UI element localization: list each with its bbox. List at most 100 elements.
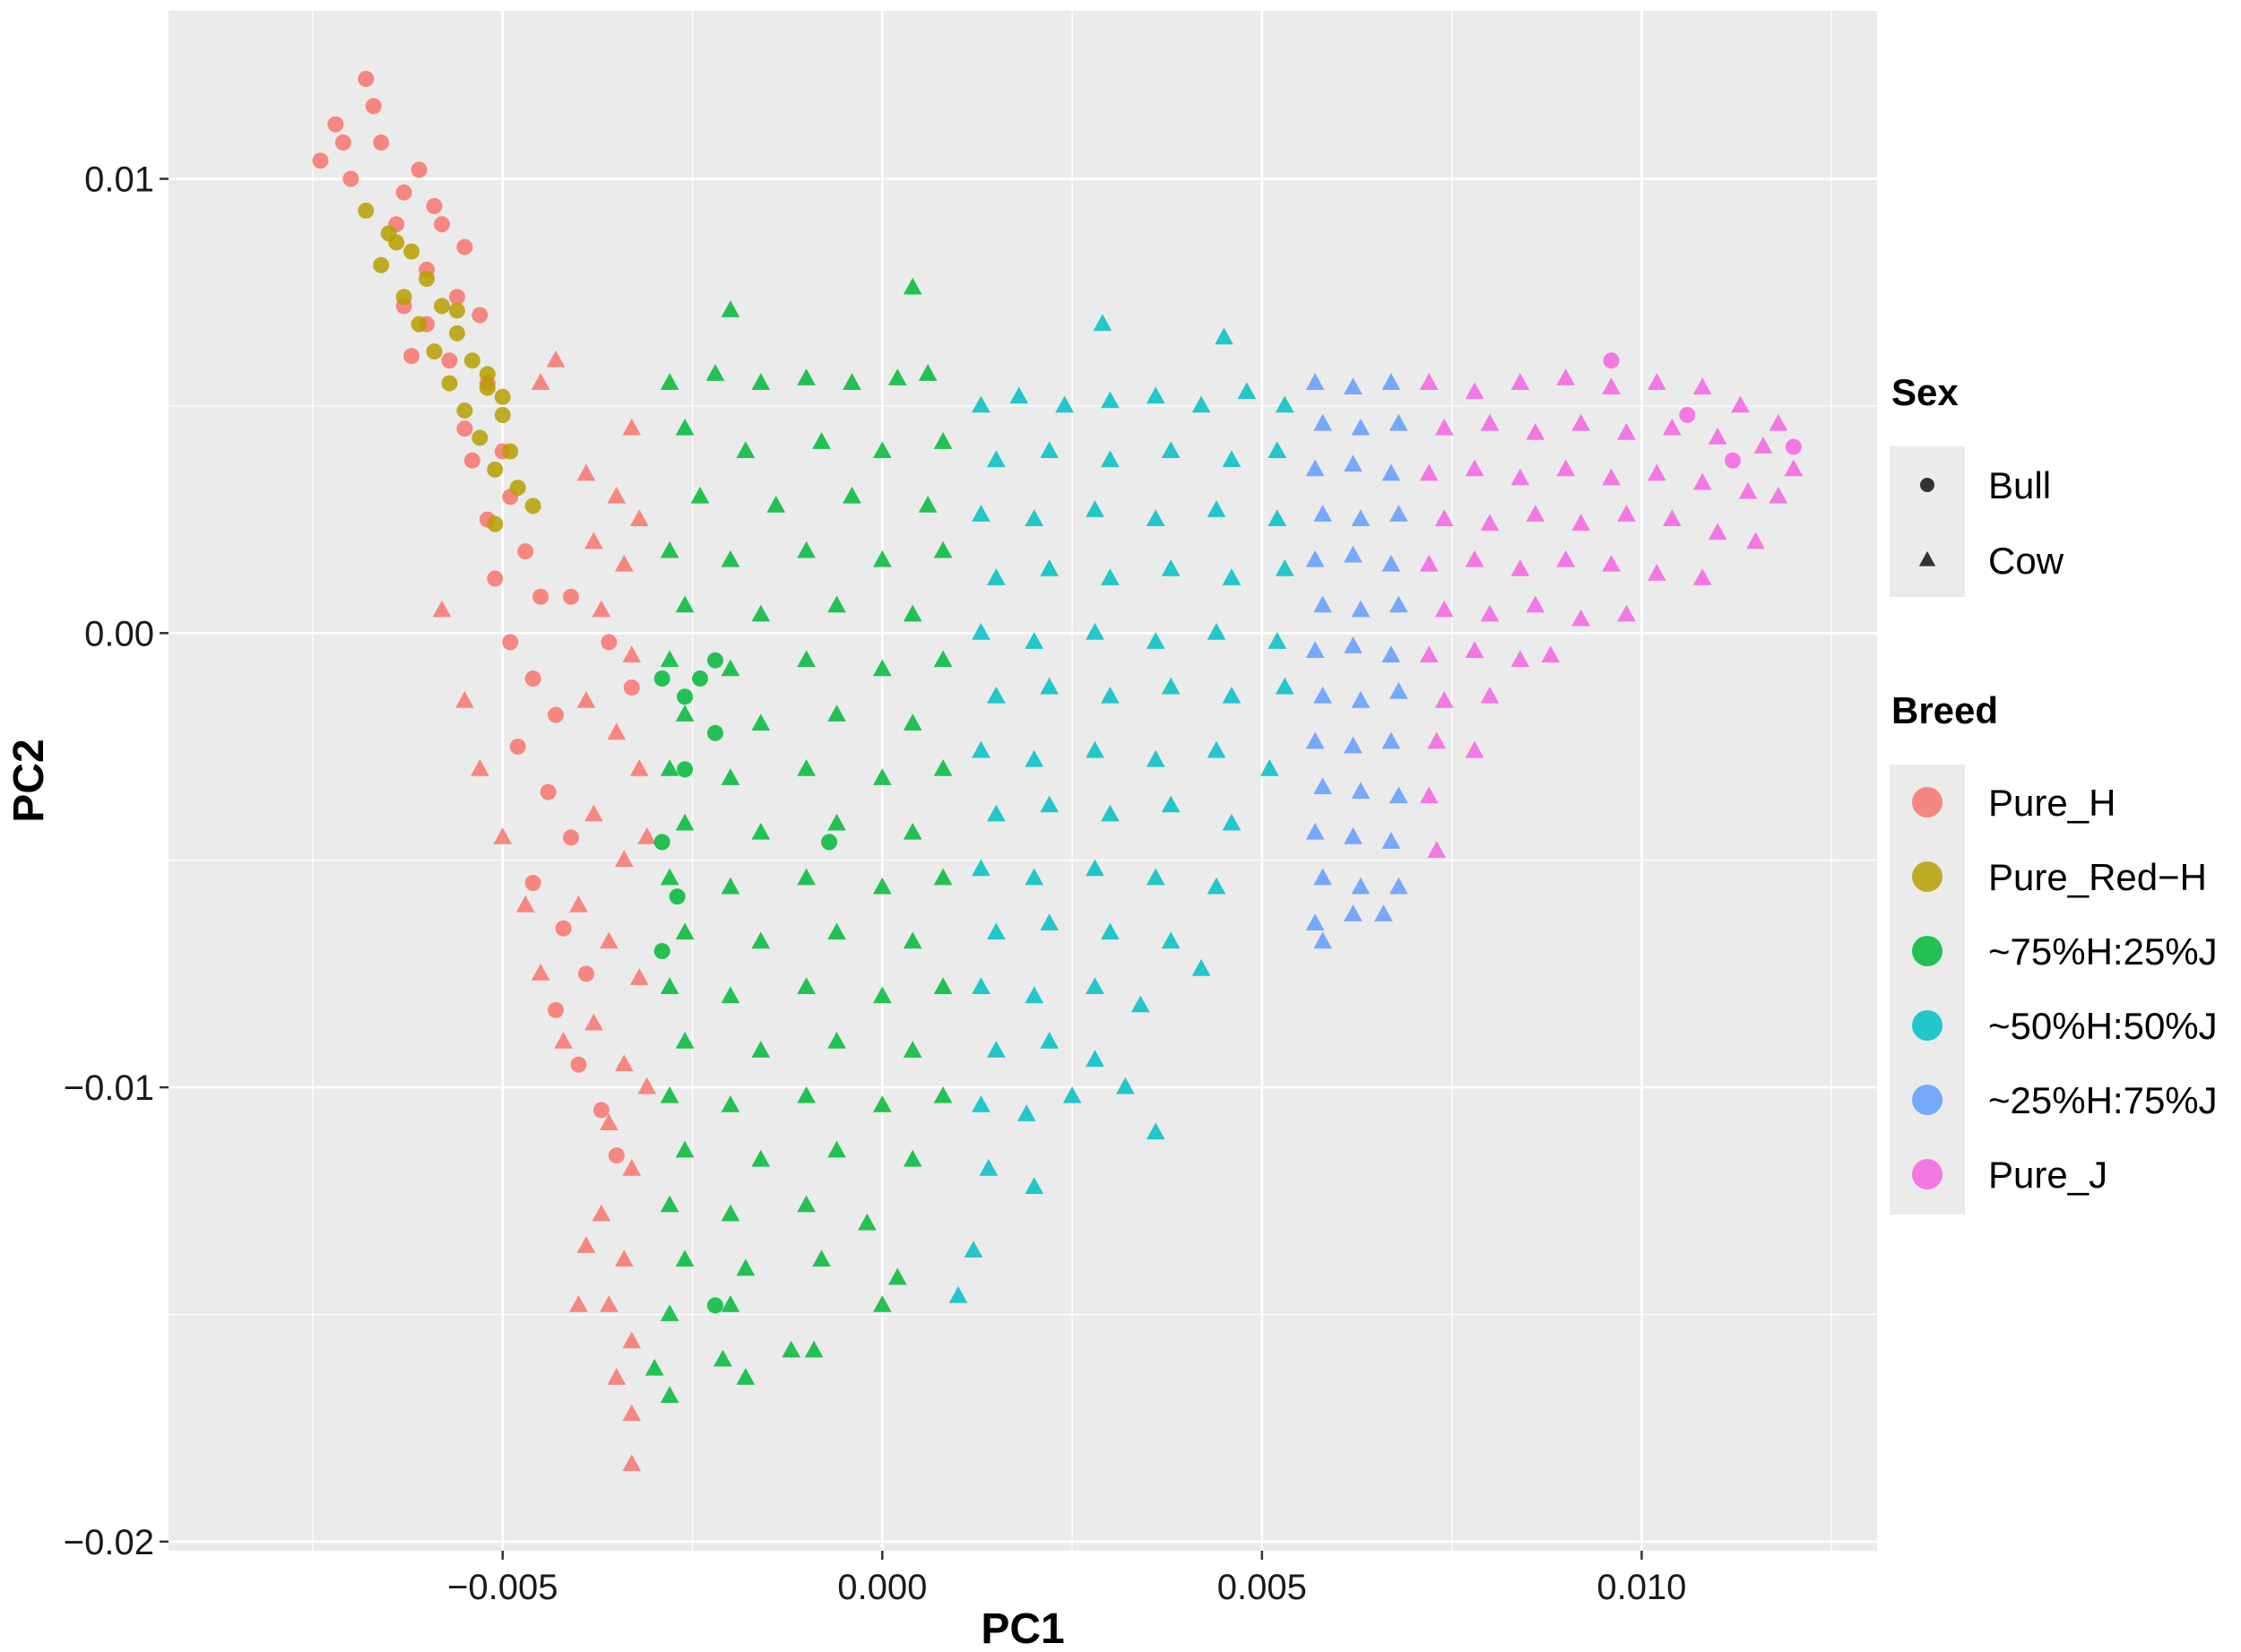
data-point (1510, 468, 1530, 486)
data-point (426, 343, 443, 360)
data-point (540, 783, 557, 800)
data-point (736, 441, 756, 458)
data-point (593, 1102, 610, 1119)
data-point (751, 714, 771, 731)
data-point (470, 758, 489, 776)
data-point (388, 234, 405, 251)
legend-breed-label: ~25%H:75%J (1988, 1079, 2218, 1121)
data-point (1086, 977, 1104, 994)
data-point (1662, 509, 1682, 526)
y-tick-label: 0.00 (84, 614, 154, 653)
data-point (677, 688, 694, 705)
data-point (622, 1331, 642, 1349)
plot-panel (169, 11, 1877, 1551)
data-point (562, 588, 579, 605)
data-point (1040, 795, 1059, 813)
data-point (653, 943, 671, 960)
data-point (622, 645, 642, 663)
data-point (1374, 904, 1393, 921)
data-point (358, 202, 375, 219)
data-point (1191, 395, 1211, 413)
data-point (517, 543, 534, 560)
data-point (1602, 377, 1621, 395)
data-point (1510, 373, 1530, 390)
data-point (1275, 677, 1294, 695)
data-point (1480, 604, 1500, 622)
data-point (334, 134, 351, 151)
data-point (1268, 632, 1287, 649)
data-point (972, 395, 991, 413)
data-point (797, 1195, 816, 1213)
data-point (972, 740, 991, 758)
data-point (1738, 481, 1758, 499)
data-point (1313, 595, 1332, 613)
data-point (1419, 463, 1439, 481)
data-point (342, 170, 359, 187)
data-point (502, 443, 519, 460)
data-point (1146, 749, 1165, 767)
data-point (751, 373, 771, 390)
data-point (690, 486, 710, 504)
data-point (1427, 731, 1447, 749)
data-point (1434, 690, 1454, 708)
data-point (1381, 832, 1401, 849)
data-point (1086, 1050, 1104, 1068)
data-point (1101, 804, 1120, 822)
data-point (903, 714, 922, 731)
data-point (524, 670, 541, 687)
data-point (660, 1195, 679, 1213)
data-point (1313, 777, 1332, 795)
data-point (327, 116, 344, 133)
data-point (1617, 604, 1636, 622)
data-point (569, 895, 588, 912)
data-points (312, 71, 1804, 1472)
legend-sex-items: Bull Cow (1918, 464, 2064, 582)
data-point (706, 652, 723, 669)
data-point (608, 1147, 625, 1164)
data-point (463, 452, 480, 469)
y-axis-ticks: 0.01 0.00 −0.01 −0.02 (64, 160, 169, 1562)
data-point (622, 1404, 642, 1422)
grid-lines (169, 11, 1877, 1551)
data-point (1313, 505, 1332, 522)
data-point (1465, 459, 1484, 477)
data-point (972, 505, 991, 522)
x-tick-label: 0.005 (1217, 1568, 1307, 1607)
data-point (592, 600, 611, 618)
data-point (1419, 554, 1439, 572)
data-point (933, 758, 953, 776)
data-point (1025, 749, 1044, 767)
data-point (1344, 454, 1363, 472)
data-point (607, 486, 627, 504)
data-point (1305, 373, 1325, 390)
data-point (903, 822, 922, 840)
data-point (964, 1241, 983, 1258)
data-point (1389, 877, 1408, 895)
x-tick-label: −0.005 (447, 1568, 558, 1607)
data-point (487, 461, 504, 478)
legend-sex-label: Bull (1988, 464, 2051, 506)
data-point (751, 604, 771, 622)
data-point (1161, 931, 1181, 949)
data-point (1351, 509, 1371, 526)
data-point (433, 216, 450, 233)
legend-breed-title: Breed (1891, 689, 1998, 731)
data-point (637, 1077, 657, 1094)
x-tick-label: 0.000 (837, 1568, 927, 1607)
data-point (1556, 368, 1576, 385)
data-point (872, 441, 892, 458)
data-point (660, 650, 679, 668)
data-point (1207, 622, 1226, 640)
data-point (629, 758, 649, 776)
data-point (660, 541, 679, 558)
legend-breed-key (1912, 936, 1942, 966)
data-point (531, 963, 550, 981)
data-point (1351, 782, 1371, 800)
data-point (1161, 558, 1181, 576)
data-point (1009, 386, 1029, 404)
data-point (705, 364, 725, 381)
data-point (1381, 373, 1401, 390)
data-point (1191, 958, 1211, 976)
data-point (827, 595, 846, 613)
data-point (843, 486, 861, 504)
